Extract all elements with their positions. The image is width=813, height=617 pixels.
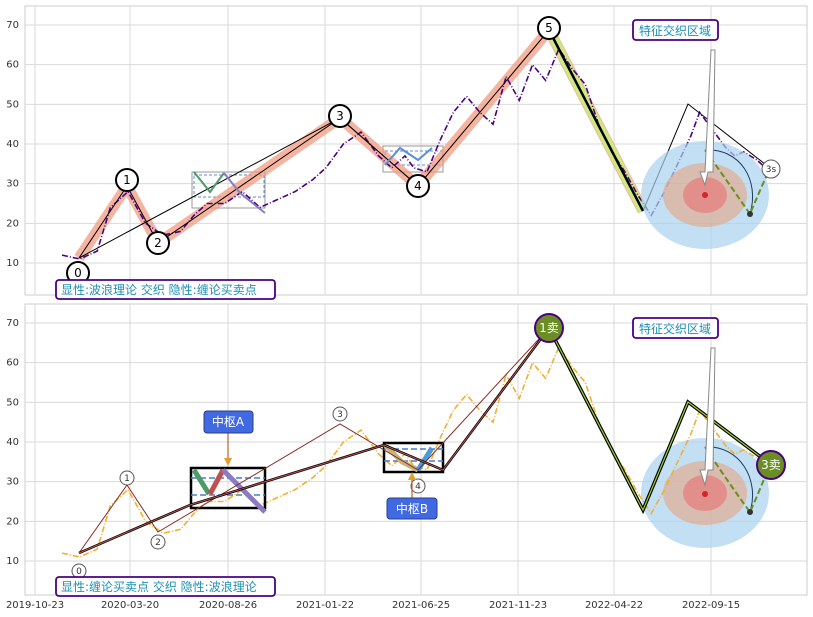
- pivot-a-pointer-head: [224, 458, 232, 466]
- bottom-y-tick-4: 50: [6, 397, 19, 408]
- bottom-segment-line-inner: [78, 327, 550, 554]
- top-pivot-box-a: [191, 171, 266, 209]
- bottom-x-tick-2: 2020-08-26: [199, 600, 257, 611]
- bottom-pivot-swing-2: [207, 468, 226, 496]
- bottom-point-label-4-text: 4: [415, 482, 421, 492]
- bottom-point-label-2-text: 2: [155, 538, 161, 548]
- wave-label-1-text: 1: [123, 173, 131, 187]
- top-y-tick-1: 20: [6, 218, 19, 229]
- top-panel: 10 20 30 40 50 60 70 0: [6, 5, 808, 300]
- bottom-projection-arc: [704, 446, 754, 513]
- top-region-arrow: [699, 49, 716, 187]
- bottom-x-tick-6: 2022-04-22: [585, 600, 643, 611]
- bottom-y-tick-3: 40: [6, 437, 19, 448]
- top-y-tick-2: 30: [6, 179, 19, 190]
- bottom-x-ticks: 2019-10-23 2020-03-20 2020-08-26 2021-01-22…: [6, 600, 740, 611]
- bottom-y-tick-1: 20: [6, 516, 19, 527]
- bottom-bi-line-thin: [78, 327, 550, 554]
- sell-marker-1-text: 1卖: [539, 321, 559, 335]
- top-y-tick-3: 40: [6, 139, 19, 150]
- top-projection-arc: [704, 149, 754, 215]
- bottom-x-tick-4: 2021-06-25: [392, 600, 450, 611]
- top-region-label: 特征交织区域: [639, 23, 711, 38]
- bottom-point-label-3: 3: [332, 406, 348, 422]
- bottom-x-tick-1: 2020-03-20: [101, 600, 159, 611]
- bottom-pivot-swing-3: [221, 468, 267, 514]
- top-y-tick-0: 10: [6, 258, 19, 269]
- bottom-point-label-4: 4: [410, 478, 426, 494]
- top-wave-label-4: 4: [406, 174, 430, 198]
- top-wave-label-3: 3: [328, 104, 352, 128]
- bottom-annotation-text: 显性:缠论买卖点 交织 隐性:波浪理论: [61, 579, 257, 594]
- pivot-a-label: 中枢A: [212, 414, 245, 429]
- bottom-y-tick-0: 10: [6, 556, 19, 567]
- top-annotation-box: [55, 279, 276, 300]
- top-sell-marker-text: 3s: [766, 165, 777, 175]
- wave-label-3-text: 3: [336, 109, 344, 123]
- bottom-region-label: 特征交织区域: [639, 321, 711, 336]
- pivot-b-pointer-head: [408, 472, 416, 480]
- bottom-y-tick-2: 30: [6, 477, 19, 488]
- pivot-b-callout-box: [386, 497, 438, 520]
- bottom-annotation-box: [55, 576, 276, 597]
- top-region-label-box: [632, 19, 719, 41]
- top-y-ticks: 10 20 30 40 50 60 70: [6, 20, 19, 269]
- bottom-pivot-box-a: [189, 466, 267, 510]
- top-sell-marker: 3s: [761, 159, 781, 179]
- pivot-a-callout-box: [203, 410, 254, 434]
- top-wave-label-5: 5: [537, 16, 561, 40]
- wave-label-4-text: 4: [414, 179, 422, 193]
- bottom-x-tick-5: 2021-11-23: [489, 600, 547, 611]
- top-y-tick-5: 60: [6, 60, 19, 71]
- bottom-projection-end-dot: [747, 509, 753, 515]
- bottom-pivot-swing-5: [415, 446, 435, 472]
- top-last-wave: [547, 29, 645, 212]
- bottom-point-label-0-text: 0: [76, 567, 82, 577]
- bottom-x-tick-0: 2019-10-23: [6, 600, 64, 611]
- pivot-b-label: 中枢B: [396, 501, 428, 516]
- top-y-tick-6: 70: [6, 20, 19, 31]
- wave-label-5-text: 5: [545, 21, 553, 35]
- top-target-dot: [702, 192, 708, 198]
- sell-marker-3-text: 3卖: [761, 458, 781, 472]
- bottom-y-ticks: 10 20 30 40 50 60 70: [6, 318, 19, 567]
- bottom-x-tick-3: 2021-01-22: [296, 600, 354, 611]
- bottom-pivot-swing-1: [191, 468, 212, 496]
- top-wave-label-1: 1: [115, 168, 139, 192]
- bottom-region-arrow: [699, 347, 716, 487]
- top-pivot-swing-2: [223, 172, 266, 214]
- top-projection-end-dot: [747, 211, 753, 217]
- wave-label-2-text: 2: [154, 236, 162, 250]
- bottom-down-leg-inner: [548, 327, 771, 512]
- bottom-x-tick-7: 2022-09-15: [682, 600, 740, 611]
- bottom-region-label-box: [632, 317, 719, 339]
- top-pivot-swing-1: [193, 171, 225, 194]
- top-projection-dashed: [704, 149, 771, 217]
- sell-marker-3: 3卖: [756, 450, 786, 480]
- bottom-y-tick-6: 70: [6, 318, 19, 329]
- top-pivot-swing-3: [384, 146, 433, 166]
- top-y-tick-4: 50: [6, 99, 19, 110]
- bottom-point-label-3-text: 3: [337, 410, 343, 420]
- bottom-point-label-2: 2: [150, 534, 166, 550]
- bottom-y-tick-5: 60: [6, 358, 19, 369]
- bottom-pivot-box-b: [382, 441, 445, 474]
- bottom-target-dot: [702, 491, 708, 497]
- bottom-point-label-0: 0: [71, 563, 87, 579]
- top-wave-label-2: 2: [146, 231, 170, 255]
- top-annotation-text: 显性:波浪理论 交织 隐性:缠论买卖点: [61, 282, 257, 297]
- bottom-point-label-1-text: 1: [124, 474, 130, 484]
- sell-marker-1: 1卖: [534, 313, 564, 343]
- wave-label-0-text: 0: [74, 266, 82, 280]
- top-wave-line: [78, 29, 550, 259]
- bottom-point-label-1: 1: [119, 470, 135, 486]
